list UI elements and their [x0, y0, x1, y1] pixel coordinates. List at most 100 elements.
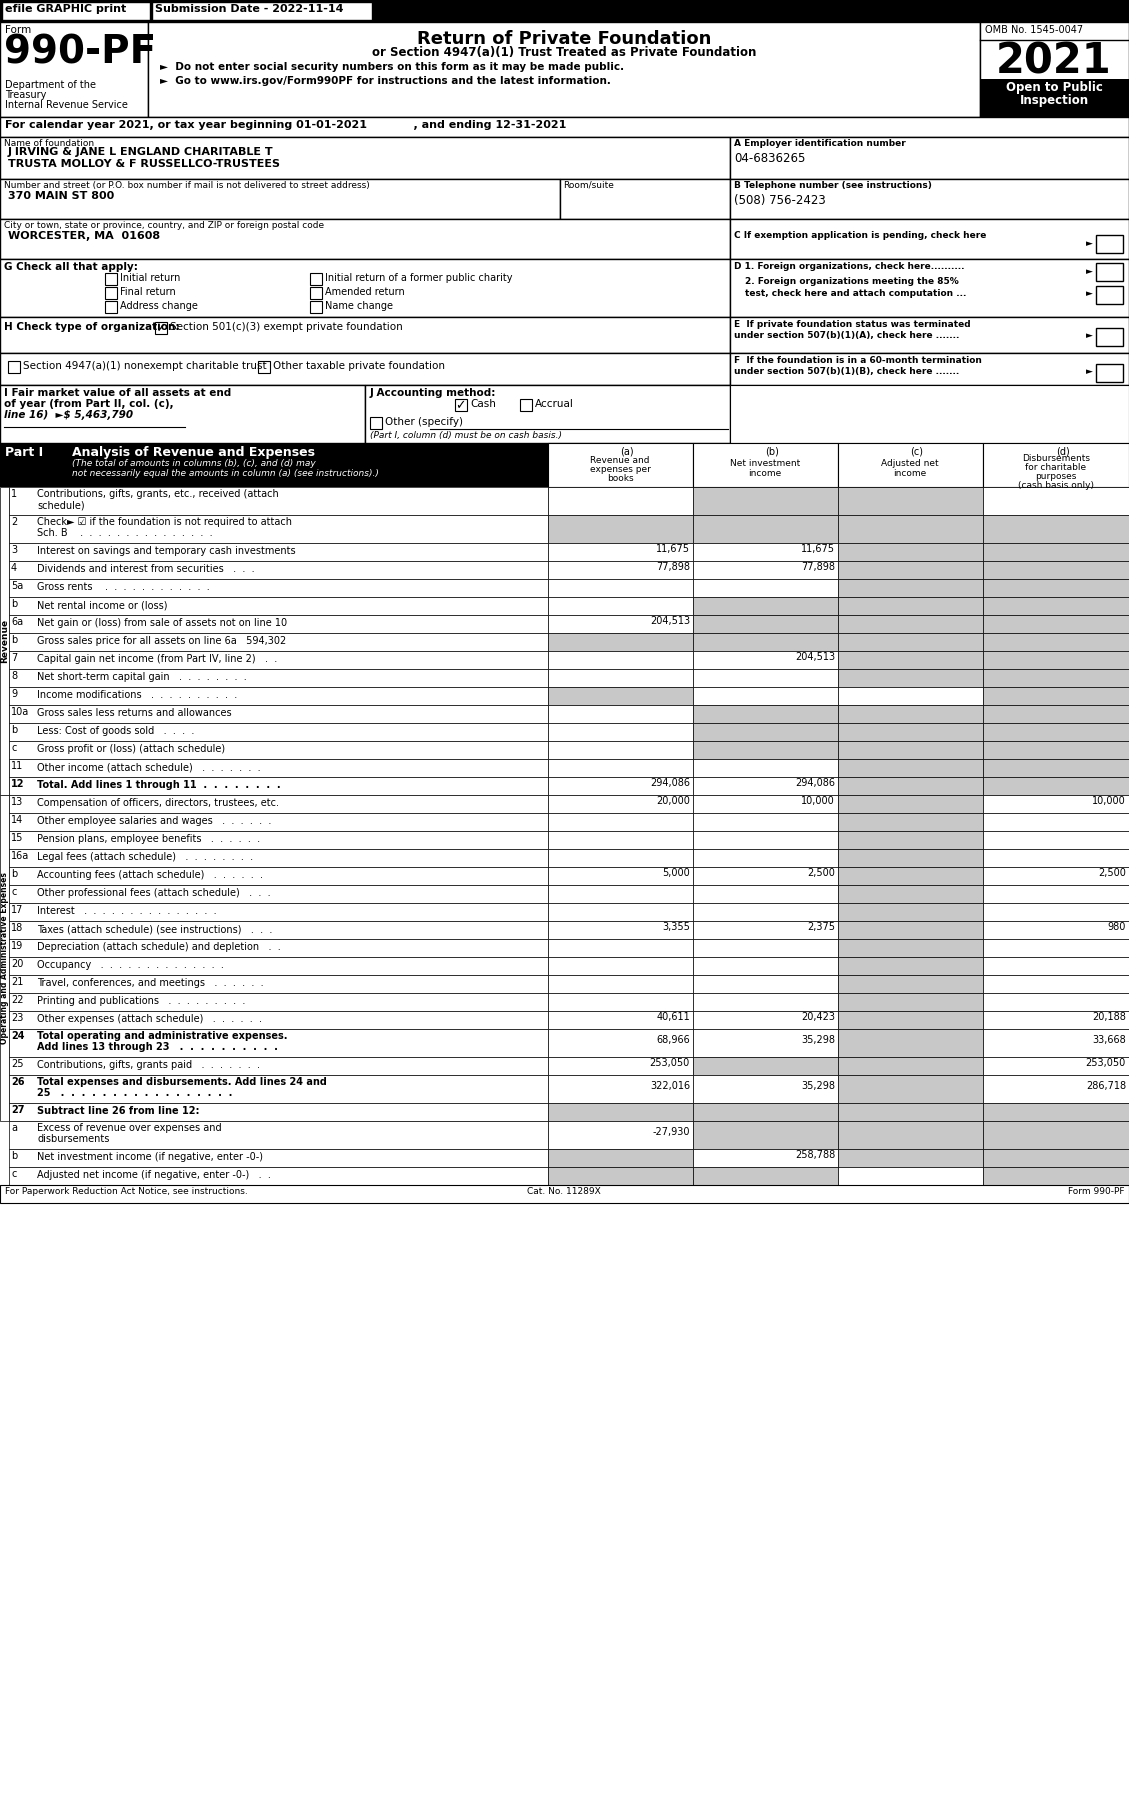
- Bar: [983, 813, 1129, 831]
- Bar: [838, 687, 983, 705]
- Text: b: b: [11, 868, 17, 879]
- Text: 980: 980: [1108, 922, 1126, 931]
- Bar: [548, 442, 693, 487]
- Bar: [983, 723, 1129, 741]
- Text: (The total of amounts in columns (b), (c), and (d) may: (The total of amounts in columns (b), (c…: [72, 458, 318, 467]
- Bar: [9, 633, 548, 651]
- Bar: [9, 867, 548, 885]
- Bar: [983, 633, 1129, 651]
- Bar: [693, 615, 838, 633]
- Text: 20,423: 20,423: [800, 1012, 835, 1021]
- Text: ✓: ✓: [155, 322, 166, 334]
- Bar: [983, 849, 1129, 867]
- Bar: [548, 597, 693, 615]
- Bar: [693, 723, 838, 741]
- Text: 33,668: 33,668: [1092, 1036, 1126, 1045]
- Bar: [0, 180, 560, 219]
- Text: 26: 26: [11, 1077, 25, 1088]
- Text: 286,718: 286,718: [1086, 1081, 1126, 1091]
- Bar: [983, 867, 1129, 885]
- Text: ✓: ✓: [455, 399, 465, 412]
- Bar: [548, 1149, 693, 1167]
- Text: Depreciation (attach schedule) and depletion   .  .: Depreciation (attach schedule) and deple…: [37, 942, 281, 951]
- Text: Address change: Address change: [120, 300, 198, 311]
- Text: Form 990-PF: Form 990-PF: [1068, 1187, 1124, 1196]
- Bar: [980, 22, 1129, 117]
- Bar: [838, 487, 983, 514]
- Text: 370 MAIN ST 800: 370 MAIN ST 800: [8, 191, 114, 201]
- Text: ►: ►: [1086, 239, 1093, 248]
- Text: Interest   .  .  .  .  .  .  .  .  .  .  .  .  .  .  .: Interest . . . . . . . . . . . . . . .: [37, 906, 217, 915]
- Bar: [983, 669, 1129, 687]
- Text: disbursements: disbursements: [37, 1135, 110, 1144]
- Text: ►: ►: [1086, 266, 1093, 277]
- Text: Other expenses (attach schedule)   .  .  .  .  .  .: Other expenses (attach schedule) . . . .…: [37, 1014, 262, 1025]
- Bar: [0, 137, 730, 180]
- Text: 7: 7: [11, 653, 17, 663]
- Bar: [9, 543, 548, 561]
- Bar: [983, 921, 1129, 939]
- Bar: [983, 615, 1129, 633]
- Text: b: b: [11, 725, 17, 735]
- Bar: [730, 180, 1129, 219]
- Text: Other (specify): Other (specify): [385, 417, 463, 426]
- Bar: [983, 741, 1129, 759]
- Text: 14: 14: [11, 814, 24, 825]
- Text: efile GRAPHIC print: efile GRAPHIC print: [5, 4, 126, 14]
- Text: 204,513: 204,513: [795, 653, 835, 662]
- Text: test, check here and attach computation ...: test, check here and attach computation …: [745, 289, 966, 298]
- Text: I Fair market value of all assets at end: I Fair market value of all assets at end: [5, 388, 231, 397]
- Text: Contributions, gifts, grants paid   .  .  .  .  .  .  .: Contributions, gifts, grants paid . . . …: [37, 1061, 260, 1070]
- Text: ►: ►: [1086, 331, 1093, 340]
- Bar: [9, 514, 548, 543]
- Text: Form: Form: [5, 25, 32, 34]
- Bar: [548, 795, 693, 813]
- Bar: [548, 1028, 693, 1057]
- Bar: [259, 361, 270, 372]
- Bar: [693, 1149, 838, 1167]
- Bar: [1096, 263, 1123, 280]
- Bar: [548, 903, 693, 921]
- Text: Operating and Administrative Expenses: Operating and Administrative Expenses: [0, 872, 9, 1045]
- Text: 35,298: 35,298: [800, 1036, 835, 1045]
- Bar: [9, 957, 548, 975]
- Text: Taxes (attach schedule) (see instructions)   .  .  .: Taxes (attach schedule) (see instruction…: [37, 924, 272, 933]
- Text: Compensation of officers, directors, trustees, etc.: Compensation of officers, directors, tru…: [37, 798, 279, 807]
- Bar: [455, 399, 467, 412]
- Bar: [548, 849, 693, 867]
- Text: 68,966: 68,966: [656, 1036, 690, 1045]
- Text: Department of the: Department of the: [5, 79, 96, 90]
- Text: expenses per: expenses per: [589, 466, 650, 475]
- Text: 20: 20: [11, 958, 24, 969]
- Bar: [693, 669, 838, 687]
- Text: F  If the foundation is in a 60-month termination: F If the foundation is in a 60-month ter…: [734, 356, 982, 365]
- Bar: [548, 669, 693, 687]
- Text: income: income: [893, 469, 927, 478]
- Bar: [0, 316, 730, 352]
- Text: Gross profit or (loss) (attach schedule): Gross profit or (loss) (attach schedule): [37, 744, 225, 753]
- Bar: [9, 903, 548, 921]
- Bar: [983, 543, 1129, 561]
- Bar: [838, 1167, 983, 1185]
- Text: 20,000: 20,000: [656, 797, 690, 806]
- Bar: [838, 741, 983, 759]
- Bar: [548, 741, 693, 759]
- Text: Revenue: Revenue: [0, 619, 9, 663]
- Bar: [983, 777, 1129, 795]
- Text: 294,086: 294,086: [795, 779, 835, 788]
- Bar: [838, 885, 983, 903]
- Bar: [548, 723, 693, 741]
- Text: Other taxable private foundation: Other taxable private foundation: [273, 361, 445, 370]
- Bar: [2, 2, 150, 20]
- Bar: [9, 615, 548, 633]
- Text: Inspection: Inspection: [1019, 93, 1088, 108]
- Bar: [548, 885, 693, 903]
- Bar: [838, 1010, 983, 1028]
- Text: 6a: 6a: [11, 617, 23, 628]
- Bar: [693, 777, 838, 795]
- Bar: [838, 759, 983, 777]
- Bar: [9, 1167, 548, 1185]
- Bar: [9, 687, 548, 705]
- Bar: [693, 741, 838, 759]
- Text: Cash: Cash: [470, 399, 496, 408]
